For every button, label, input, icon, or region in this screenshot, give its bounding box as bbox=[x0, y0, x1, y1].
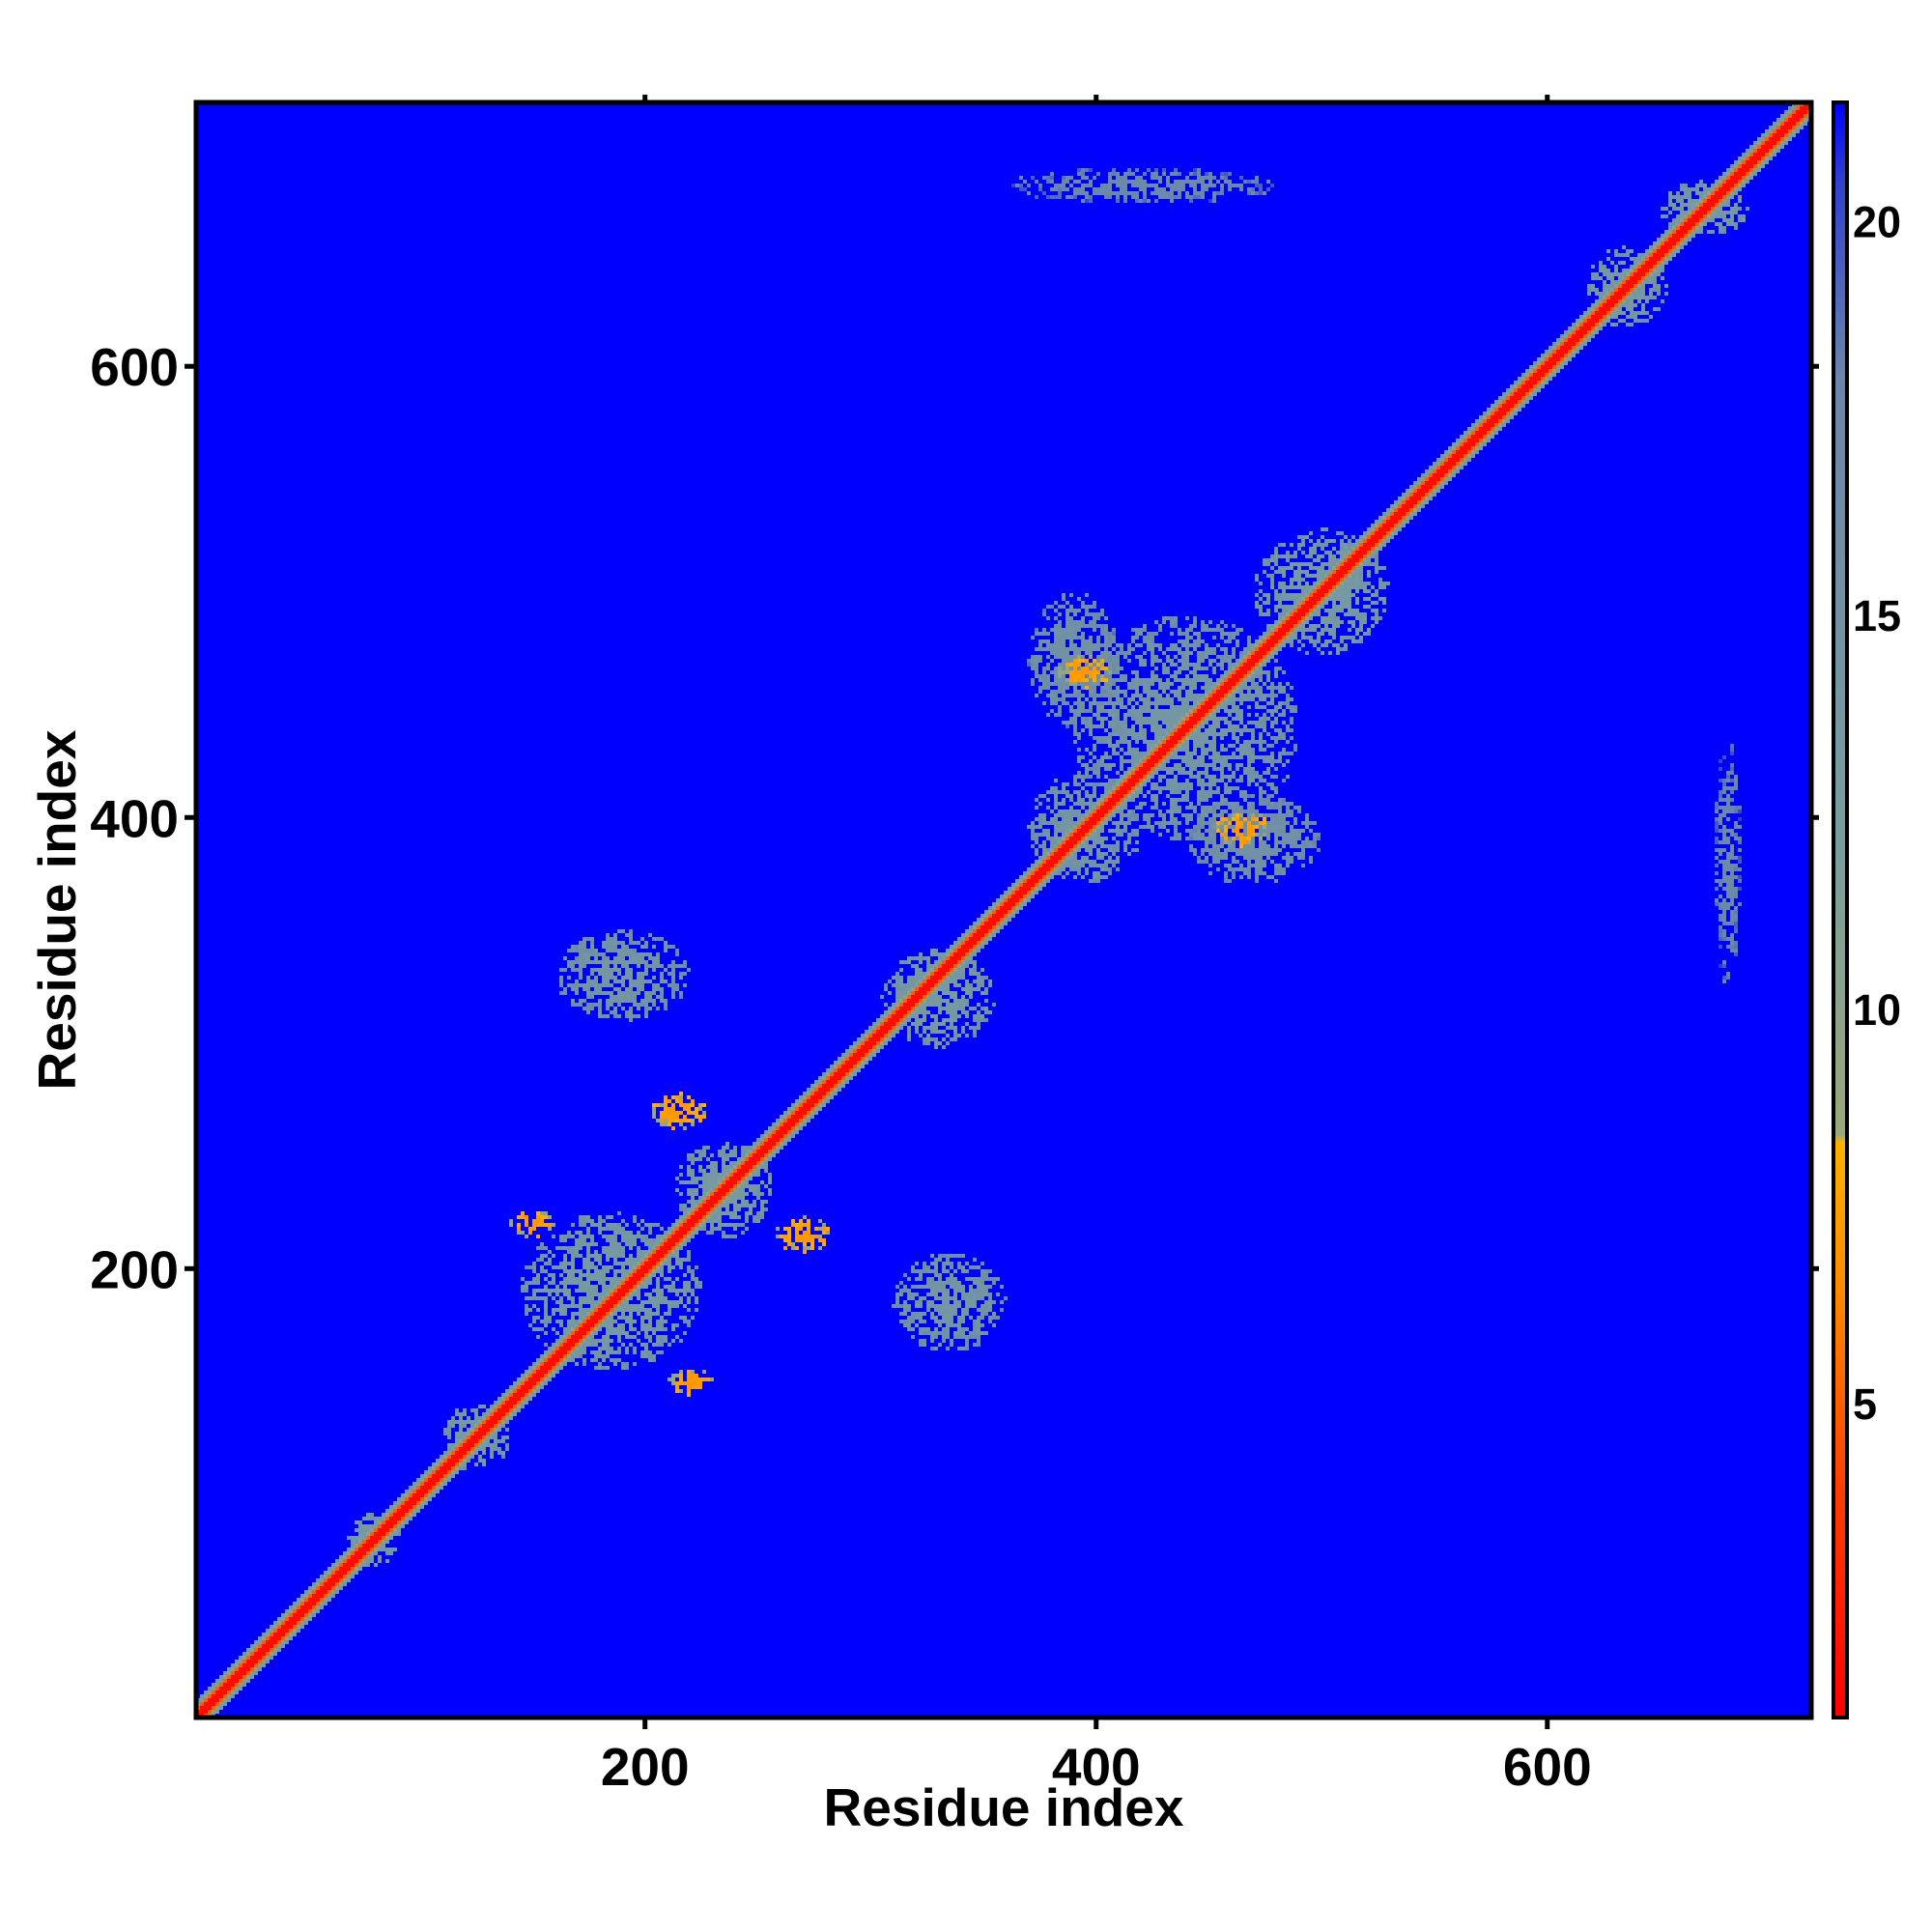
y-axis: 200 400 600 bbox=[90, 337, 1819, 1299]
x-tick-label: 200 bbox=[601, 1737, 690, 1797]
y-tick-label: 200 bbox=[90, 1239, 179, 1299]
heatmap-image bbox=[196, 102, 1811, 1718]
x-axis: 200 400 600 bbox=[601, 95, 1592, 1797]
x-tick-label: 600 bbox=[1503, 1737, 1592, 1797]
colorbar-tick-label: 15 bbox=[1853, 591, 1901, 640]
y-tick-label: 400 bbox=[90, 788, 179, 848]
y-tick-label: 600 bbox=[90, 337, 179, 397]
colorbar-gradient bbox=[1832, 100, 1849, 1719]
x-tick-label: 400 bbox=[1052, 1737, 1141, 1797]
plot-frame bbox=[193, 99, 1814, 1720]
colorbar-tick-label: 20 bbox=[1853, 197, 1901, 246]
colorbar-tick-label: 5 bbox=[1853, 1379, 1877, 1429]
colorbar: 5 10 15 20 bbox=[1832, 100, 1901, 1719]
heatmap-cells bbox=[196, 102, 1811, 1718]
x-axis-title: Residue index bbox=[824, 1777, 1184, 1837]
y-axis-title: Residue index bbox=[27, 729, 87, 1090]
colorbar-tick-label: 10 bbox=[1853, 985, 1901, 1035]
